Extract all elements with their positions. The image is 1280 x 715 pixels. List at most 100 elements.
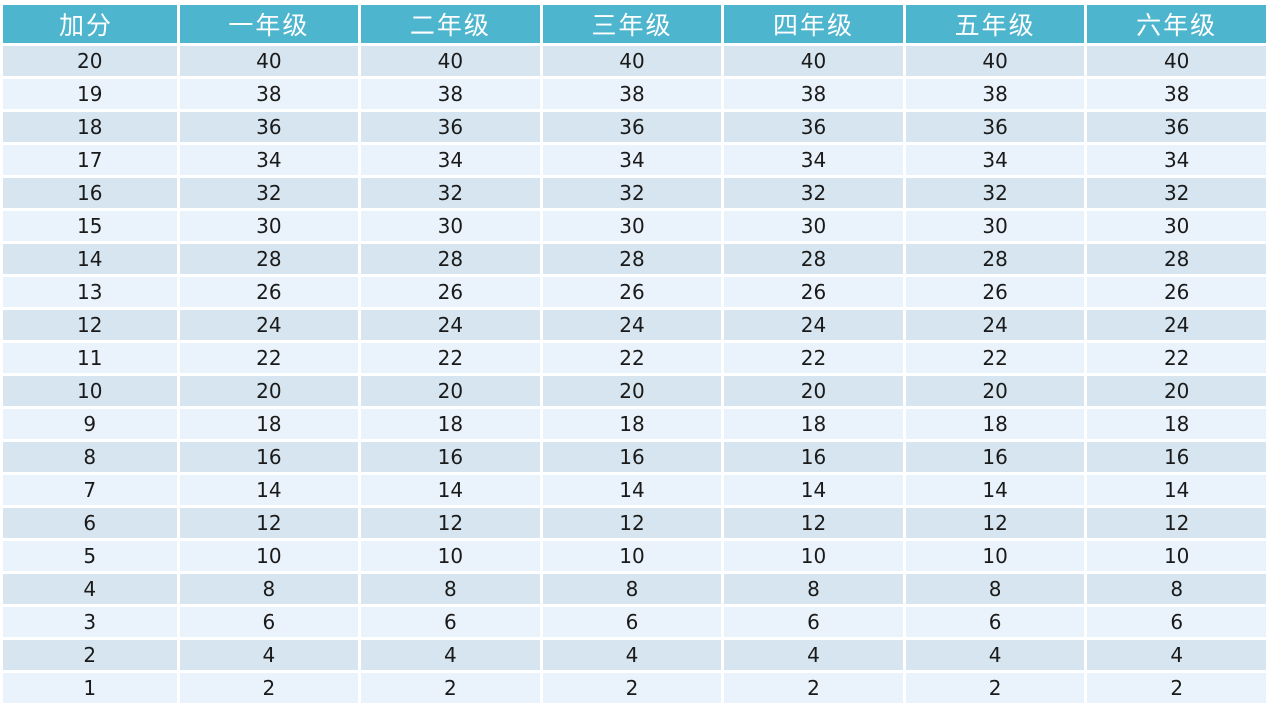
bonus-cell: 11 [3, 343, 177, 373]
score-cell: 16 [905, 442, 1085, 472]
score-cell: 20 [542, 376, 722, 406]
score-cell: 12 [1087, 508, 1266, 538]
score-cell: 24 [1087, 310, 1266, 340]
score-cell: 4 [361, 640, 540, 670]
score-cell: 28 [179, 244, 359, 274]
score-cell: 24 [179, 310, 359, 340]
score-cell: 32 [724, 178, 903, 208]
score-cell: 34 [542, 145, 722, 175]
bonus-cell: 10 [3, 376, 177, 406]
table-row: 19 38 38 38 38 38 38 [3, 79, 1266, 109]
bonus-cell: 7 [3, 475, 177, 505]
bonus-cell: 5 [3, 541, 177, 571]
score-cell: 26 [542, 277, 722, 307]
score-cell: 6 [1087, 607, 1266, 637]
table-row: 15 30 30 30 30 30 30 [3, 211, 1266, 241]
score-cell: 32 [361, 178, 540, 208]
header-row: 加分 一年级 二年级 三年级 四年级 五年级 六年级 [3, 5, 1266, 43]
header-grade-4: 四年级 [724, 5, 903, 43]
score-table-container: 加分 一年级 二年级 三年级 四年级 五年级 六年级 20 40 40 40 40 40 4… [3, 5, 1272, 703]
bonus-cell: 8 [3, 442, 177, 472]
bonus-cell: 12 [3, 310, 177, 340]
score-cell: 36 [724, 112, 903, 142]
score-cell: 32 [179, 178, 359, 208]
score-cell: 8 [179, 574, 359, 604]
score-cell: 20 [361, 376, 540, 406]
table-row: 10 20 20 20 20 20 20 [3, 376, 1266, 406]
bonus-cell: 13 [3, 277, 177, 307]
header-grade-2: 二年级 [361, 5, 540, 43]
score-cell: 24 [724, 310, 903, 340]
score-cell: 14 [724, 475, 903, 505]
score-cell: 14 [1087, 475, 1266, 505]
score-cell: 12 [724, 508, 903, 538]
score-cell: 8 [361, 574, 540, 604]
score-cell: 36 [1087, 112, 1266, 142]
score-cell: 4 [1087, 640, 1266, 670]
score-cell: 22 [724, 343, 903, 373]
header-grade-6: 六年级 [1087, 5, 1266, 43]
score-cell: 36 [905, 112, 1085, 142]
table-row: 9 18 18 18 18 18 18 [3, 409, 1266, 439]
score-cell: 38 [542, 79, 722, 109]
score-cell: 20 [179, 376, 359, 406]
score-cell: 30 [542, 211, 722, 241]
table-row: 11 22 22 22 22 22 22 [3, 343, 1266, 373]
score-cell: 10 [905, 541, 1085, 571]
score-cell: 2 [542, 673, 722, 703]
score-cell: 6 [542, 607, 722, 637]
score-cell: 22 [1087, 343, 1266, 373]
score-cell: 16 [1087, 442, 1266, 472]
score-cell: 8 [1087, 574, 1266, 604]
score-cell: 14 [179, 475, 359, 505]
score-cell: 28 [361, 244, 540, 274]
header-grade-3: 三年级 [542, 5, 722, 43]
table-row: 13 26 26 26 26 26 26 [3, 277, 1266, 307]
score-table: 加分 一年级 二年级 三年级 四年级 五年级 六年级 20 40 40 40 40 40 4… [0, 2, 1269, 706]
bonus-cell: 2 [3, 640, 177, 670]
header-grade-5: 五年级 [905, 5, 1085, 43]
score-cell: 32 [542, 178, 722, 208]
table-header: 加分 一年级 二年级 三年级 四年级 五年级 六年级 [3, 5, 1266, 43]
bonus-cell: 19 [3, 79, 177, 109]
score-cell: 2 [361, 673, 540, 703]
score-cell: 30 [905, 211, 1085, 241]
score-cell: 32 [1087, 178, 1266, 208]
header-grade-1: 一年级 [179, 5, 359, 43]
score-cell: 26 [724, 277, 903, 307]
score-cell: 38 [724, 79, 903, 109]
score-cell: 24 [361, 310, 540, 340]
table-row: 20 40 40 40 40 40 40 [3, 46, 1266, 76]
score-cell: 28 [905, 244, 1085, 274]
score-cell: 16 [361, 442, 540, 472]
table-row: 17 34 34 34 34 34 34 [3, 145, 1266, 175]
score-cell: 4 [542, 640, 722, 670]
score-cell: 20 [905, 376, 1085, 406]
table-row: 12 24 24 24 24 24 24 [3, 310, 1266, 340]
score-cell: 10 [542, 541, 722, 571]
bonus-cell: 17 [3, 145, 177, 175]
score-cell: 30 [1087, 211, 1266, 241]
score-cell: 26 [361, 277, 540, 307]
score-cell: 38 [905, 79, 1085, 109]
score-cell: 40 [179, 46, 359, 76]
score-cell: 4 [724, 640, 903, 670]
score-cell: 40 [905, 46, 1085, 76]
table-row: 8 16 16 16 16 16 16 [3, 442, 1266, 472]
score-cell: 2 [179, 673, 359, 703]
score-cell: 12 [905, 508, 1085, 538]
score-cell: 2 [905, 673, 1085, 703]
score-cell: 10 [1087, 541, 1266, 571]
header-bonus: 加分 [3, 5, 177, 43]
score-cell: 10 [179, 541, 359, 571]
score-cell: 34 [724, 145, 903, 175]
table-row: 16 32 32 32 32 32 32 [3, 178, 1266, 208]
score-cell: 18 [361, 409, 540, 439]
score-cell: 24 [905, 310, 1085, 340]
score-cell: 28 [1087, 244, 1266, 274]
score-cell: 34 [1087, 145, 1266, 175]
